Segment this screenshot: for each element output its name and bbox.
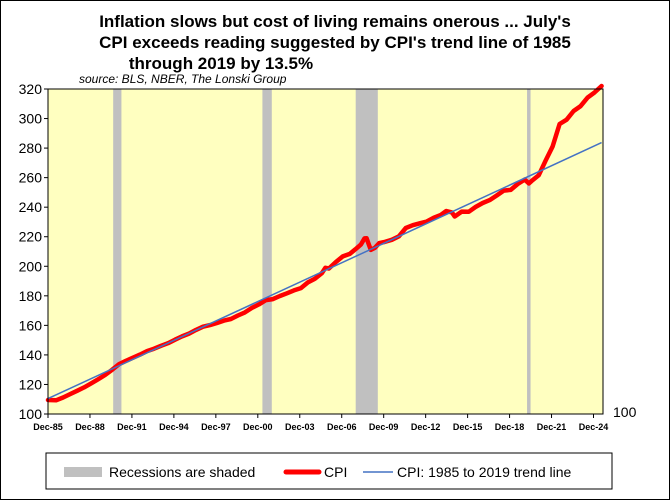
x-tick-label-Dec-06: Dec-06 [327, 422, 357, 432]
y-tick-label-220: 220 [19, 229, 43, 245]
y-tick-label-180: 180 [19, 288, 43, 304]
x-tick-label-Dec-91: Dec-91 [117, 422, 147, 432]
x-tick-label-Dec-18: Dec-18 [495, 422, 525, 432]
y-tick-label-100: 100 [19, 406, 43, 422]
y-tick-label-280: 280 [19, 140, 43, 156]
y-tick-label-200: 200 [19, 258, 43, 274]
y-tick-label-120: 120 [19, 376, 43, 392]
y-tick-label-140: 140 [19, 347, 43, 363]
recession-band-1 [113, 89, 122, 414]
x-tick-label-Dec-12: Dec-12 [411, 422, 441, 432]
y-tick-label-240: 240 [19, 199, 43, 215]
y-tick-label-160: 160 [19, 317, 43, 333]
x-tick-label-Dec-94: Dec-94 [159, 422, 189, 432]
legend-label-trend: CPI: 1985 to 2019 trend line [397, 464, 572, 480]
x-tick-label-Dec-09: Dec-09 [369, 422, 399, 432]
right-axis-label: 100 [613, 404, 637, 420]
x-tick-label-Dec-85: Dec-85 [33, 422, 63, 432]
chart-source: source: BLS, NBER, The Lonski Group [79, 72, 287, 86]
chart-title-line-3: through 2019 by 13.5% [129, 54, 313, 73]
recession-band-2 [262, 89, 272, 414]
x-tick-label-Dec-03: Dec-03 [285, 422, 315, 432]
chart-title-line-1: Inflation slows but cost of living remai… [99, 12, 571, 31]
chart-title-line-2: CPI exceeds reading suggested by CPI's t… [99, 33, 571, 52]
x-tick-label-Dec-21: Dec-21 [537, 422, 567, 432]
legend-swatch-recession [64, 467, 102, 477]
y-tick-label-320: 320 [19, 81, 43, 97]
recession-band-4 [527, 89, 531, 414]
x-axis-ticks: Dec-85 Dec-88 Dec-91 Dec-94 Dec-97 Dec-00 Dec-… [33, 414, 608, 432]
series-line-cpi [45, 83, 604, 403]
x-tick-label-Dec-97: Dec-97 [201, 422, 231, 432]
x-tick-label-Dec-88: Dec-88 [75, 422, 105, 432]
legend-label-cpi: CPI [324, 464, 347, 480]
legend-box [45, 452, 613, 490]
series-lines [45, 83, 604, 403]
x-tick-label-Dec-00: Dec-00 [243, 422, 273, 432]
legend-label-recession: Recessions are shaded [109, 464, 255, 480]
plot-area [48, 89, 603, 414]
y-tick-label-260: 260 [19, 170, 43, 186]
x-tick-label-Dec-15: Dec-15 [453, 422, 483, 432]
plot-border [47, 88, 604, 415]
y-axis-ticks: 100 120 140 160 180 200 220 240 260 280 300 320 [19, 81, 48, 422]
y-tick-label-300: 300 [19, 111, 43, 127]
x-tick-label-Dec-24: Dec-24 [579, 422, 609, 432]
series-line-trend [47, 141, 602, 400]
